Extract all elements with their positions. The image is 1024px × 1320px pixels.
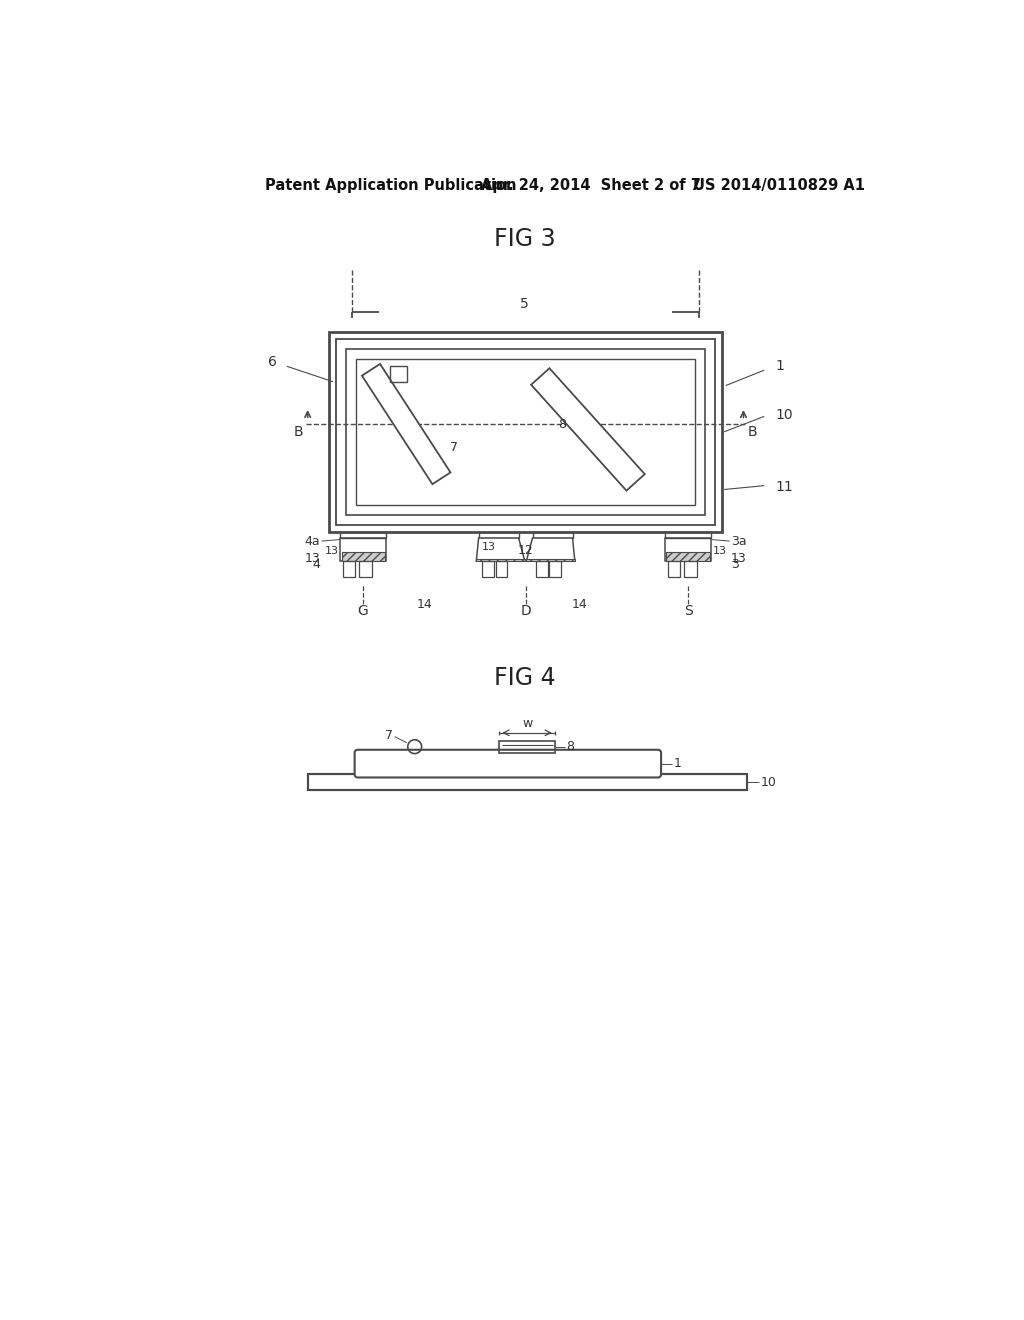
- Text: B: B: [294, 425, 303, 438]
- Bar: [346, 348, 705, 515]
- Text: 8: 8: [566, 741, 574, 754]
- Polygon shape: [531, 368, 645, 491]
- Bar: [496, 561, 507, 577]
- Text: w: w: [522, 717, 532, 730]
- Bar: [665, 532, 711, 539]
- Text: US 2014/0110829 A1: US 2014/0110829 A1: [692, 178, 864, 193]
- Text: FIG 3: FIG 3: [494, 227, 556, 251]
- Bar: [356, 359, 695, 506]
- Bar: [343, 561, 355, 577]
- Bar: [550, 561, 561, 577]
- Bar: [307, 775, 746, 789]
- Text: 7: 7: [451, 441, 458, 454]
- Text: 13: 13: [713, 546, 727, 556]
- Bar: [500, 741, 555, 752]
- Bar: [309, 776, 745, 788]
- Text: 3a: 3a: [731, 535, 746, 548]
- Bar: [307, 775, 746, 789]
- Text: 7: 7: [385, 729, 393, 742]
- Bar: [482, 561, 494, 577]
- Bar: [665, 539, 711, 561]
- Text: B: B: [748, 425, 758, 438]
- Text: 13: 13: [731, 552, 746, 565]
- Text: 4a: 4a: [304, 535, 319, 548]
- Bar: [476, 558, 525, 561]
- Text: 13: 13: [304, 552, 319, 565]
- Text: 14: 14: [571, 598, 588, 611]
- Bar: [668, 561, 680, 577]
- Text: 11: 11: [776, 480, 794, 494]
- Bar: [526, 558, 574, 561]
- Text: D: D: [520, 605, 531, 618]
- Text: 3: 3: [731, 557, 739, 570]
- Text: 14: 14: [417, 598, 432, 611]
- Text: FIG 4: FIG 4: [494, 667, 556, 690]
- Text: 1: 1: [674, 758, 681, 770]
- Text: 8: 8: [558, 417, 566, 430]
- Bar: [537, 561, 548, 577]
- Text: Apr. 24, 2014  Sheet 2 of 7: Apr. 24, 2014 Sheet 2 of 7: [481, 178, 700, 193]
- Bar: [684, 561, 696, 577]
- Bar: [340, 539, 386, 561]
- Text: 1: 1: [776, 359, 784, 374]
- Bar: [478, 532, 518, 539]
- Polygon shape: [361, 364, 451, 484]
- Polygon shape: [476, 539, 524, 561]
- Text: G: G: [357, 605, 369, 618]
- Text: 13: 13: [325, 546, 339, 556]
- Bar: [390, 366, 407, 383]
- Text: 10: 10: [776, 408, 794, 422]
- Bar: [667, 552, 710, 561]
- Text: 13: 13: [481, 543, 496, 552]
- Polygon shape: [526, 539, 574, 561]
- Bar: [342, 552, 385, 561]
- Text: 4: 4: [312, 557, 319, 570]
- FancyBboxPatch shape: [354, 750, 662, 777]
- Bar: [340, 532, 386, 539]
- Text: 12: 12: [518, 544, 534, 557]
- Text: 5: 5: [520, 297, 529, 312]
- Bar: [330, 331, 722, 532]
- Text: 10: 10: [761, 776, 776, 788]
- Text: S: S: [684, 605, 692, 618]
- Text: Patent Application Publication: Patent Application Publication: [265, 178, 517, 193]
- Bar: [359, 561, 372, 577]
- Text: 6: 6: [268, 355, 276, 370]
- Bar: [532, 532, 572, 539]
- Bar: [336, 339, 715, 525]
